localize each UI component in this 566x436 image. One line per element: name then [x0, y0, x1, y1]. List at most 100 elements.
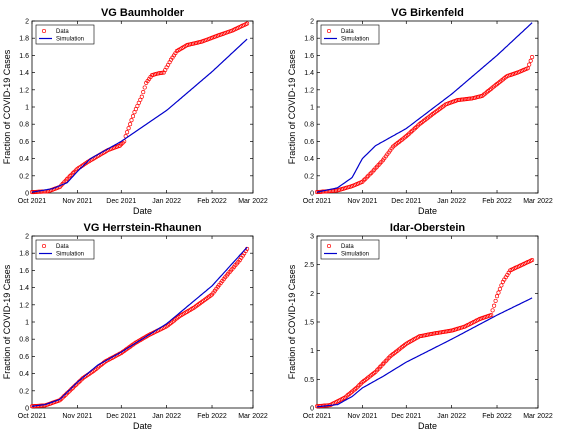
y-tick-label: 0.4	[304, 156, 314, 163]
data-point	[139, 94, 144, 99]
y-axis-label: Fraction of COVID-19 Cases	[2, 264, 12, 379]
legend-data-label: Data	[341, 244, 354, 250]
data-point	[190, 41, 196, 46]
data-series	[314, 258, 535, 409]
x-tick-label: Nov 2021	[347, 198, 377, 205]
data-point	[186, 42, 191, 47]
y-axis-label: Fraction of COVID-19 Cases	[287, 264, 297, 379]
y-tick-label: 1.6	[19, 268, 29, 275]
legend: Data Simulation	[320, 239, 380, 260]
legend: Data Simulation	[35, 24, 95, 45]
y-tick-label: 0.4	[19, 371, 29, 378]
data-point	[490, 308, 495, 313]
x-tick-label: Feb 2022	[482, 413, 512, 420]
data-point	[434, 330, 440, 336]
y-tick-label: 0.5	[304, 377, 314, 384]
y-tick-label: 1.8	[19, 251, 29, 258]
data-point	[465, 96, 470, 101]
x-tick-label: Oct 2021	[18, 198, 47, 205]
legend: Data Simulation	[320, 24, 380, 45]
data-point	[245, 21, 250, 26]
plot-area	[31, 235, 254, 409]
data-point	[489, 313, 494, 318]
y-tick-label: 0.6	[304, 139, 314, 146]
data-series	[29, 21, 250, 195]
data-point	[456, 97, 462, 102]
data-point	[440, 329, 445, 335]
x-tick-label: Feb 2022	[197, 198, 227, 205]
y-tick-label: 1.6	[304, 53, 314, 60]
y-tick-label: 0.8	[19, 337, 29, 344]
data-point	[136, 100, 141, 105]
data-point	[527, 62, 532, 67]
x-tick-label: Feb 2022	[482, 198, 512, 205]
y-tick-label: 2	[310, 291, 314, 298]
legend-data-marker	[326, 243, 332, 249]
data-point	[427, 332, 432, 337]
data-point	[448, 328, 453, 333]
data-point	[141, 90, 146, 95]
data-point	[133, 107, 138, 112]
legend-data-label: Data	[56, 29, 69, 35]
y-tick-label: 2	[25, 234, 29, 241]
y-tick-label: 1.8	[19, 36, 29, 43]
data-point	[475, 94, 481, 99]
y-tick-label: 0.4	[19, 156, 29, 163]
x-tick-label: Mar 2022	[238, 198, 268, 205]
data-point	[38, 189, 43, 194]
x-tick-label: Mar 2022	[238, 413, 268, 420]
y-tick-label: 0	[25, 191, 29, 198]
data-point	[138, 97, 143, 102]
x-tick-label: Jan 2022	[437, 198, 466, 205]
x-tick-label: Jan 2022	[152, 198, 181, 205]
data-point	[142, 85, 147, 90]
x-axis-label: Date	[133, 421, 152, 431]
y-tick-label: 0.8	[304, 122, 314, 129]
data-point	[126, 126, 131, 131]
y-tick-label: 1	[310, 105, 314, 112]
y-tick-label: 1.4	[19, 285, 29, 292]
data-point	[497, 286, 502, 292]
chart-panel-3: VG Herrstein-Rhaunen 0 0.2 0.4 0.6 0.8 1 1.2 1.4…	[2, 222, 268, 431]
data-point	[471, 95, 476, 101]
y-tick-label: 0	[310, 406, 314, 413]
data-point	[445, 329, 450, 334]
data-point	[128, 122, 133, 127]
legend-simulation-label: Simulation	[341, 37, 369, 43]
y-tick-label: 3	[310, 234, 314, 241]
x-tick-label: Feb 2022	[197, 413, 227, 420]
simulation-line	[31, 38, 248, 193]
plot-area	[31, 20, 254, 194]
chart-title: VG Birkenfeld	[391, 7, 464, 19]
legend-data-marker	[41, 243, 47, 249]
data-point	[439, 330, 444, 335]
data-point	[443, 329, 448, 334]
data-series	[29, 246, 250, 409]
x-tick-label: Oct 2021	[303, 413, 332, 420]
x-tick-label: Mar 2022	[523, 413, 553, 420]
x-tick-label: Jan 2022	[437, 413, 466, 420]
data-point	[429, 331, 434, 337]
y-tick-label: 1.6	[19, 53, 29, 60]
y-tick-label: 2	[310, 19, 314, 26]
y-tick-label: 1.4	[19, 70, 29, 77]
data-point	[160, 70, 165, 75]
data-point	[193, 40, 198, 46]
chart-title: Idar-Oberstein	[390, 222, 465, 234]
legend-simulation-label: Simulation	[341, 252, 369, 258]
data-point	[462, 97, 467, 102]
legend-simulation-label: Simulation	[56, 252, 84, 258]
legend-box	[320, 239, 380, 260]
data-point	[499, 283, 504, 288]
legend: Data Simulation	[35, 239, 95, 260]
x-axis-label: Date	[418, 206, 437, 216]
x-tick-label: Nov 2021	[62, 413, 92, 420]
y-tick-label: 0.2	[19, 173, 29, 180]
data-point	[528, 58, 533, 63]
data-point	[493, 298, 498, 303]
y-tick-label: 0.2	[304, 173, 314, 180]
data-point	[158, 70, 163, 76]
y-tick-label: 1	[25, 320, 29, 327]
chart-panel-1: VG Baumholder 0 0.2 0.4 0.6 0.8 1 1.2 1.4 1.6 1.8 2…	[2, 7, 268, 216]
